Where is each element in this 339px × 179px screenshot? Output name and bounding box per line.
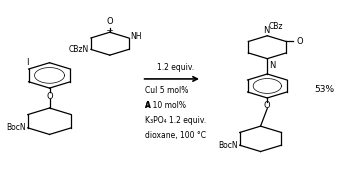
Text: CBz: CBz	[269, 22, 283, 31]
Text: 1.2 equiv.: 1.2 equiv.	[157, 63, 194, 72]
Text: BocN: BocN	[218, 141, 238, 150]
Text: O: O	[106, 17, 113, 26]
Text: BocN: BocN	[6, 123, 26, 132]
Text: O: O	[46, 91, 53, 101]
Text: A: A	[145, 101, 151, 110]
Text: N: N	[269, 61, 275, 70]
Text: CBzN: CBzN	[69, 45, 89, 54]
Text: O: O	[296, 37, 303, 46]
Text: NH: NH	[130, 32, 142, 41]
Text: I: I	[26, 58, 28, 67]
Text: O: O	[264, 100, 271, 110]
Text: A 10 mol%: A 10 mol%	[145, 101, 186, 110]
Text: CuI 5 mol%: CuI 5 mol%	[145, 86, 188, 95]
Text: K₃PO₄ 1.2 equiv.: K₃PO₄ 1.2 equiv.	[145, 116, 206, 125]
Text: 53%: 53%	[314, 85, 334, 94]
Text: dioxane, 100 °C: dioxane, 100 °C	[145, 131, 206, 140]
Text: N: N	[263, 26, 270, 35]
